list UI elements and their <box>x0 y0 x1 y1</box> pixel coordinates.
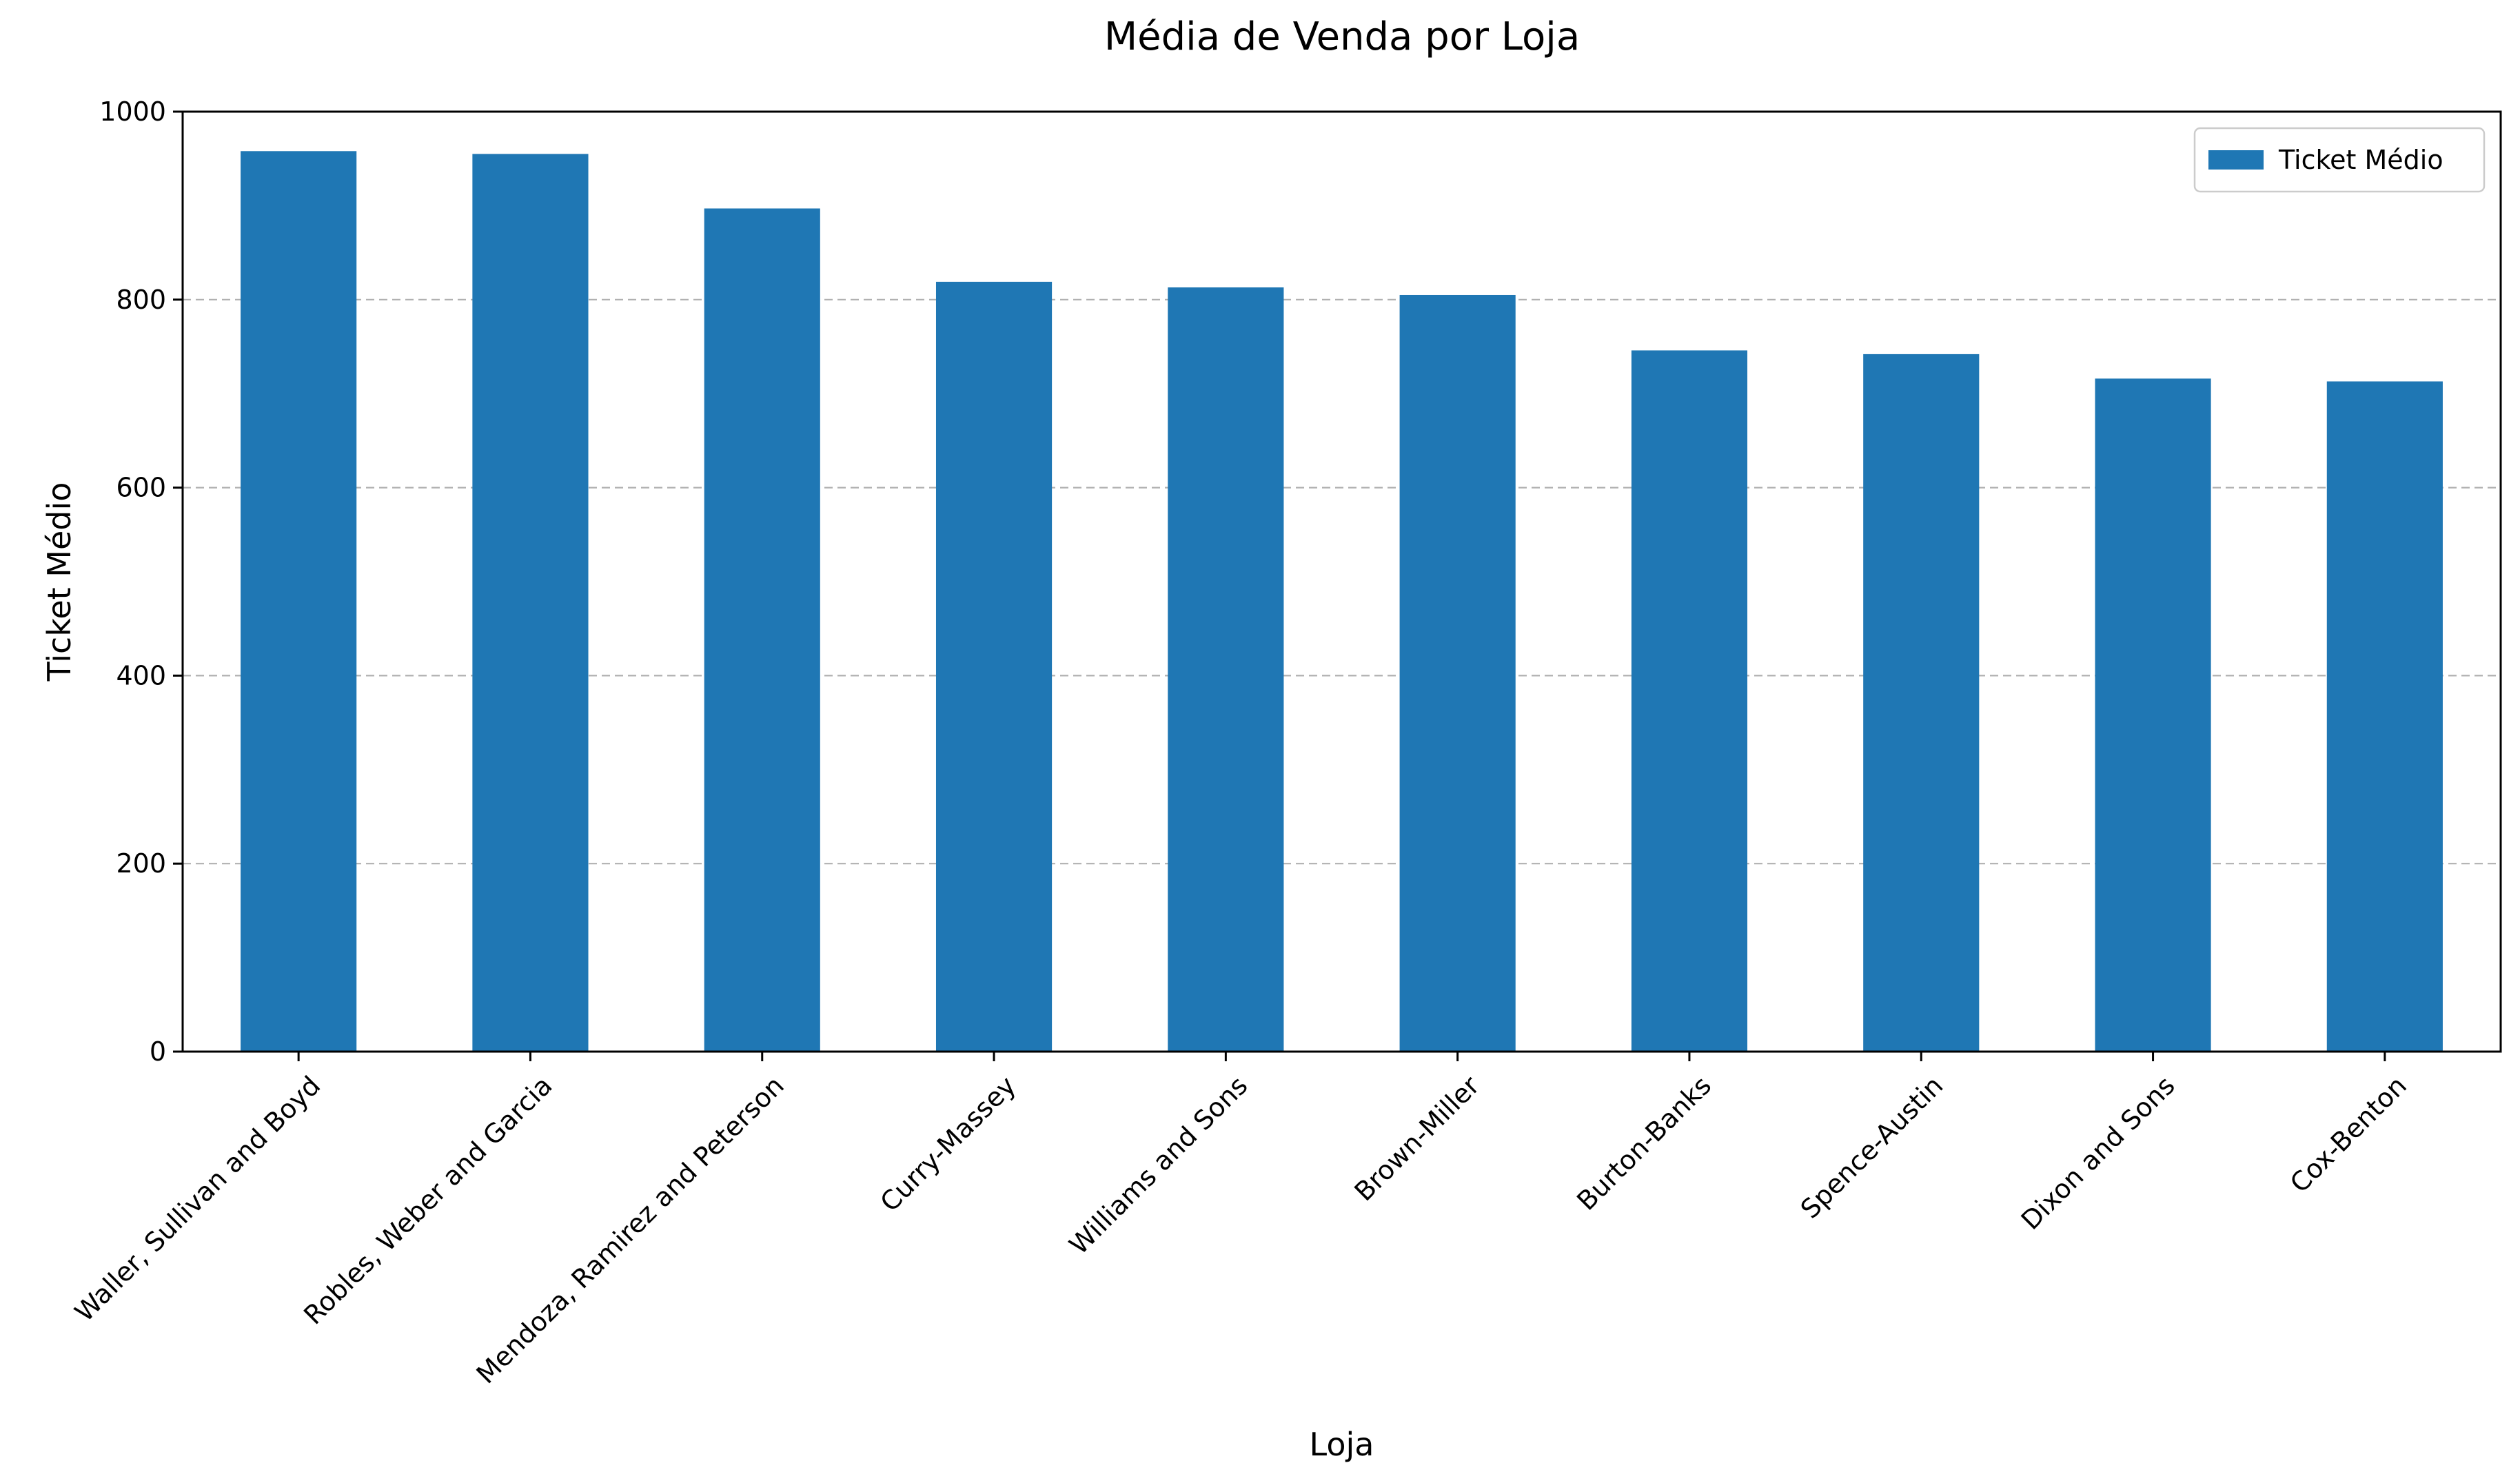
y-tick-label: 400 <box>116 660 166 691</box>
legend-box <box>2193 127 2486 193</box>
chart-title: Média de Venda por Loja <box>1104 14 1580 59</box>
bar <box>2326 381 2443 1052</box>
y-tick-label: 800 <box>116 285 166 315</box>
plot-frame <box>181 110 2502 1053</box>
bars <box>241 151 2443 1052</box>
y-tick-label: 600 <box>116 473 166 503</box>
bar <box>1168 287 1284 1052</box>
x-axis-label: Loja <box>1310 1426 1374 1463</box>
bar <box>935 281 1053 1052</box>
bar <box>704 208 820 1052</box>
y-tick-label: 0 <box>150 1036 166 1067</box>
bar <box>472 154 589 1052</box>
bar <box>1631 350 1748 1052</box>
y-tick-label: 200 <box>116 848 166 879</box>
bar <box>1863 354 1980 1052</box>
legend-swatch <box>2208 150 2264 170</box>
legend: Ticket Médio <box>2193 127 2486 193</box>
legend-label: Ticket Médio <box>2278 145 2443 175</box>
bar <box>1399 294 1516 1052</box>
y-tick-label: 1000 <box>99 96 166 127</box>
bar <box>2095 378 2211 1052</box>
bar <box>241 151 357 1052</box>
y-axis: 0 200 400 600 800 1000 <box>99 96 183 1067</box>
y-axis-label: Ticket Médio <box>41 482 78 682</box>
